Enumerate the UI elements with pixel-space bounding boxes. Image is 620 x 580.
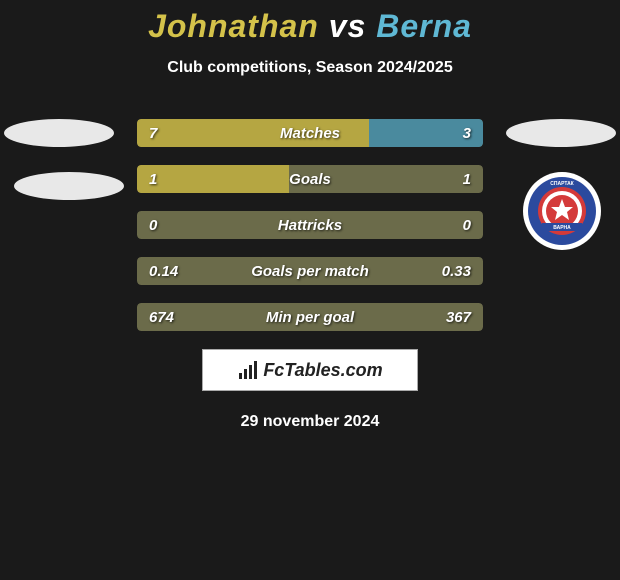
stat-value-right: 3 <box>463 119 471 147</box>
svg-text:СПАРТАК: СПАРТАК <box>550 181 574 187</box>
brand-text: FcTables.com <box>263 360 382 381</box>
stat-label: Hattricks <box>137 211 483 239</box>
stat-label: Goals per match <box>137 257 483 285</box>
stat-row: 674Min per goal367 <box>137 303 483 331</box>
stat-label: Min per goal <box>137 303 483 331</box>
vs-word: vs <box>329 8 367 44</box>
stat-row: 7Matches3 <box>137 119 483 147</box>
stat-value-right: 367 <box>446 303 471 331</box>
stat-value-right: 0 <box>463 211 471 239</box>
stat-row: 0Hattricks0 <box>137 211 483 239</box>
stat-row: 1Goals1 <box>137 165 483 193</box>
page-title: Johnathan vs Berna <box>0 8 620 45</box>
stats-area: СПАРТАК ВАРНА 7Matches3 1Goals1 0Hattricks… <box>0 119 620 331</box>
player1-name: Johnathan <box>148 8 319 44</box>
stat-rows: 7Matches3 1Goals1 0Hattricks0 0.14Goals per… <box>137 119 483 331</box>
player2-club-badge: СПАРТАК ВАРНА <box>522 171 602 251</box>
player2-name: Berna <box>376 8 472 44</box>
comparison-card: Johnathan vs Berna Club competitions, Se… <box>0 0 620 431</box>
chart-icon <box>237 359 259 381</box>
stat-label: Goals <box>137 165 483 193</box>
date-line: 29 november 2024 <box>0 413 620 431</box>
stat-label: Matches <box>137 119 483 147</box>
brand-box[interactable]: FcTables.com <box>202 349 418 391</box>
stat-value-right: 0.33 <box>442 257 471 285</box>
player2-photo-placeholder <box>506 119 616 147</box>
stat-row: 0.14Goals per match0.33 <box>137 257 483 285</box>
stat-value-right: 1 <box>463 165 471 193</box>
subtitle: Club competitions, Season 2024/2025 <box>0 59 620 77</box>
svg-text:ВАРНА: ВАРНА <box>553 225 571 231</box>
player1-club-placeholder <box>14 172 124 200</box>
player1-photo-placeholder <box>4 119 114 147</box>
